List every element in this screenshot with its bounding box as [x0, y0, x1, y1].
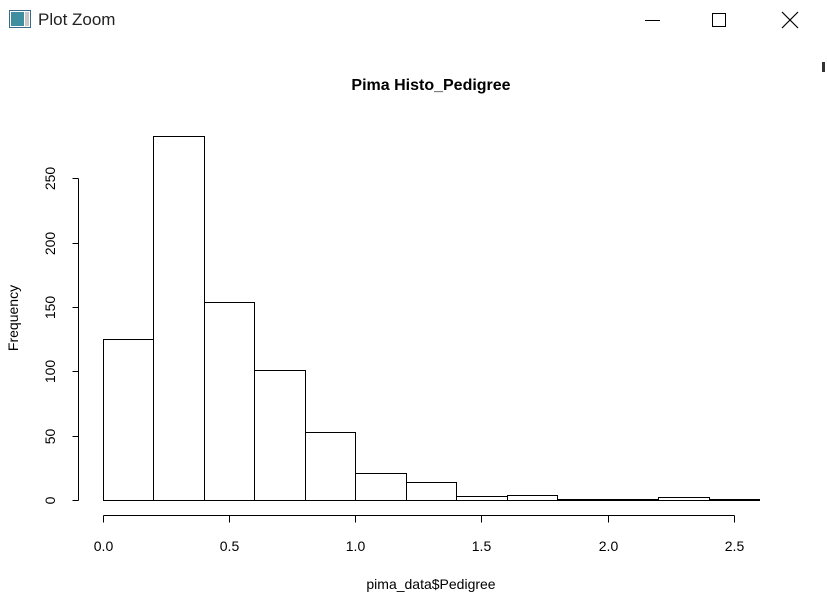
close-button[interactable]: [767, 0, 813, 42]
histogram-bar: [658, 497, 710, 501]
window-title: Plot Zoom: [38, 10, 116, 29]
plot-window-icon: [9, 10, 31, 28]
x-axis: 0.0 0.5 1.0 1.5 2.0 2.5: [94, 515, 745, 554]
y-axis: 0 50 100 150 200 250: [42, 167, 79, 504]
minimize-button[interactable]: [629, 0, 675, 42]
y-tick-label: 200: [42, 232, 58, 256]
histogram-bar: [204, 302, 255, 501]
histogram-bar: [153, 136, 205, 501]
window-titlebar: Plot Zoom: [0, 0, 827, 42]
histogram-bars: [103, 136, 760, 501]
x-tick-label: 1.0: [346, 538, 366, 554]
histogram-bar: [557, 499, 609, 501]
y-tick-label: 0: [42, 496, 58, 504]
histogram-bar: [406, 482, 457, 501]
y-tick-label: 100: [42, 360, 58, 384]
x-tick-label: 2.5: [725, 538, 745, 554]
histogram-bar: [507, 495, 558, 501]
x-axis-label: pima_data$Pedigree: [366, 576, 495, 592]
histogram-bar: [608, 499, 659, 501]
minimize-icon: [645, 20, 660, 21]
x-tick-label: 2.0: [599, 538, 619, 554]
y-axis-label: Frequency: [5, 285, 21, 351]
histogram-bar: [355, 473, 407, 501]
window-edge-mark: [822, 62, 825, 72]
histogram-bar: [254, 370, 306, 501]
histogram-bar: [103, 339, 154, 501]
y-tick-label: 250: [42, 167, 58, 191]
maximize-button[interactable]: [695, 0, 741, 42]
maximize-icon: [712, 13, 726, 27]
y-tick-label: 150: [42, 296, 58, 320]
y-tick-label: 50: [42, 429, 58, 445]
close-icon: [781, 11, 799, 29]
x-tick-label: 1.5: [472, 538, 492, 554]
histogram-bar: [709, 499, 760, 501]
histogram-bar: [305, 432, 356, 501]
histogram-bar: [456, 496, 508, 501]
chart-title: Pima Histo_Pedigree: [351, 77, 510, 94]
x-tick-label: 0.0: [94, 538, 114, 554]
x-tick-label: 0.5: [220, 538, 240, 554]
